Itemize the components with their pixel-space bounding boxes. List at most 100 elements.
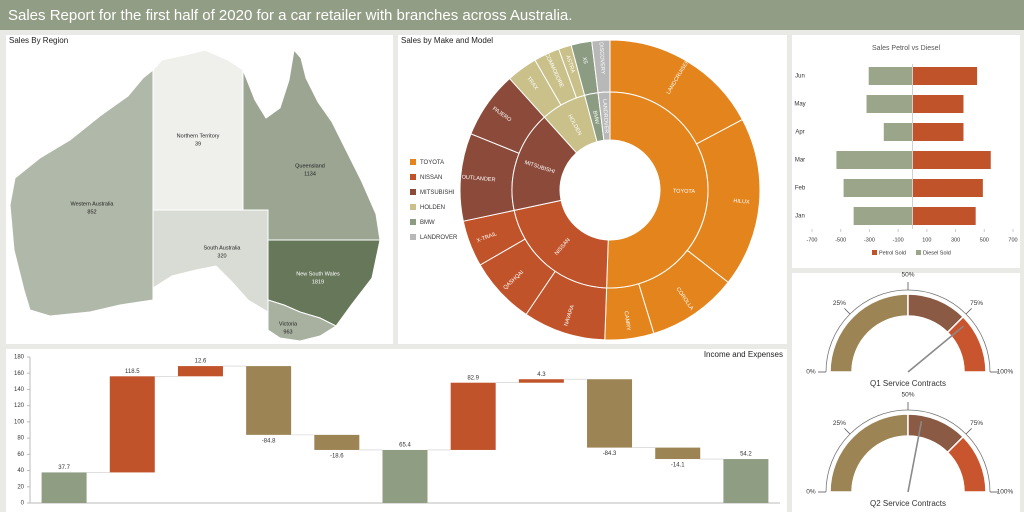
legend-label: Diesel Sold bbox=[923, 250, 951, 256]
region-name: Northern Territory bbox=[177, 133, 220, 139]
tick-label: 0% bbox=[806, 489, 816, 496]
x-tick-label: -300 bbox=[864, 237, 875, 243]
bar bbox=[843, 179, 913, 197]
region bbox=[152, 49, 244, 211]
region-value: 320 bbox=[217, 253, 226, 259]
y-tick-label: Jun bbox=[795, 74, 805, 80]
tick-label: 50% bbox=[901, 392, 914, 399]
legend-swatch bbox=[410, 189, 416, 195]
legend-label: NISSAN bbox=[420, 175, 442, 181]
x-tick-label: 300 bbox=[951, 237, 960, 243]
legend-label: BMW bbox=[420, 220, 435, 226]
bar bbox=[836, 151, 913, 169]
gauge-rim bbox=[825, 289, 991, 373]
bar bbox=[518, 379, 564, 383]
y-tick-label: 20 bbox=[17, 484, 24, 490]
gauge-title: Q2 Service Contracts bbox=[870, 499, 946, 508]
bar bbox=[912, 151, 991, 169]
tick-mark bbox=[844, 428, 851, 435]
region-name: Western Australia bbox=[70, 201, 114, 207]
segment-label: X5 bbox=[581, 57, 588, 65]
bar bbox=[853, 207, 913, 225]
bar bbox=[177, 366, 223, 377]
chart-title: Sales Petrol vs Diesel bbox=[872, 45, 941, 52]
region-name: South Australia bbox=[204, 245, 242, 251]
needle bbox=[907, 421, 923, 493]
tick-label: 75% bbox=[970, 420, 983, 427]
segment-label: HILUX bbox=[733, 198, 750, 205]
y-tick-label: 140 bbox=[14, 387, 25, 393]
legend-swatch bbox=[410, 219, 416, 225]
value-label: 65.4 bbox=[399, 443, 411, 449]
legend-label: HOLDEN bbox=[420, 205, 445, 211]
segment-label: DISCOVERY bbox=[598, 42, 606, 75]
value-label: 54.2 bbox=[740, 452, 752, 458]
legend-label: LANDROVER bbox=[420, 235, 458, 241]
gauge-rim bbox=[825, 409, 991, 493]
x-tick-label: -100 bbox=[893, 237, 904, 243]
segment-label: BMW bbox=[591, 110, 600, 125]
x-tick-label: 500 bbox=[980, 237, 989, 243]
value-label: -84.8 bbox=[262, 438, 276, 444]
y-tick-label: 40 bbox=[17, 468, 24, 474]
bar bbox=[912, 95, 964, 113]
y-tick-label: May bbox=[794, 102, 805, 108]
x-tick-label: -500 bbox=[835, 237, 846, 243]
needle bbox=[907, 325, 964, 373]
inner-segment bbox=[606, 91, 709, 289]
y-tick-label: 160 bbox=[14, 371, 25, 377]
x-tick-label: -700 bbox=[806, 237, 817, 243]
legend-swatch bbox=[410, 204, 416, 210]
legend-label: Petrol Sold bbox=[879, 250, 906, 256]
bar bbox=[109, 376, 155, 473]
bar bbox=[866, 95, 913, 113]
tick-mark bbox=[965, 428, 972, 435]
legend-label: TOYOTA bbox=[420, 160, 444, 166]
x-tick-label: 100 bbox=[922, 237, 931, 243]
region-value: 852 bbox=[87, 209, 96, 215]
y-tick-label: Jan bbox=[795, 214, 805, 220]
bar bbox=[314, 434, 360, 450]
chart-title: Income and Expenses bbox=[704, 350, 783, 359]
region-name: Queensland bbox=[295, 163, 325, 169]
y-tick-label: 0 bbox=[21, 501, 25, 507]
bar bbox=[723, 459, 769, 503]
inner-segment bbox=[597, 91, 611, 141]
gauge-title: Q1 Service Contracts bbox=[870, 379, 946, 388]
tick-label: 0% bbox=[806, 369, 816, 376]
tick-mark bbox=[844, 308, 851, 315]
region-name: New South Wales bbox=[296, 271, 340, 277]
tick-mark bbox=[965, 308, 972, 315]
legend-label: MITSUBISHI bbox=[420, 190, 455, 196]
region bbox=[267, 299, 338, 342]
region bbox=[9, 68, 154, 317]
bar bbox=[655, 447, 701, 460]
y-tick-label: 60 bbox=[17, 452, 24, 458]
value-label: 82.9 bbox=[467, 375, 479, 381]
region-value: 1819 bbox=[312, 279, 324, 285]
y-tick-label: Apr bbox=[795, 130, 804, 136]
report-title: Sales Report for the first half of 2020 … bbox=[8, 7, 572, 24]
y-tick-label: 80 bbox=[17, 436, 24, 442]
y-tick-label: 100 bbox=[14, 419, 25, 425]
bar bbox=[883, 123, 913, 141]
tick-label: 75% bbox=[970, 300, 983, 307]
segment-label: OUTLANDER bbox=[461, 174, 495, 183]
gauge-band bbox=[946, 435, 987, 493]
bar bbox=[587, 379, 633, 448]
bar bbox=[912, 207, 976, 225]
bar bbox=[868, 67, 913, 85]
bar bbox=[912, 67, 978, 85]
value-label: 4.3 bbox=[537, 372, 546, 378]
bar bbox=[246, 366, 292, 435]
legend-swatch bbox=[872, 250, 877, 255]
bar bbox=[912, 123, 964, 141]
header-bar bbox=[0, 0, 1024, 30]
tick-label: 50% bbox=[901, 272, 914, 279]
bar bbox=[382, 449, 428, 503]
y-tick-label: Mar bbox=[795, 158, 805, 164]
legend-swatch bbox=[410, 159, 416, 165]
tick-label: 25% bbox=[833, 420, 846, 427]
y-tick-label: 120 bbox=[14, 403, 25, 409]
